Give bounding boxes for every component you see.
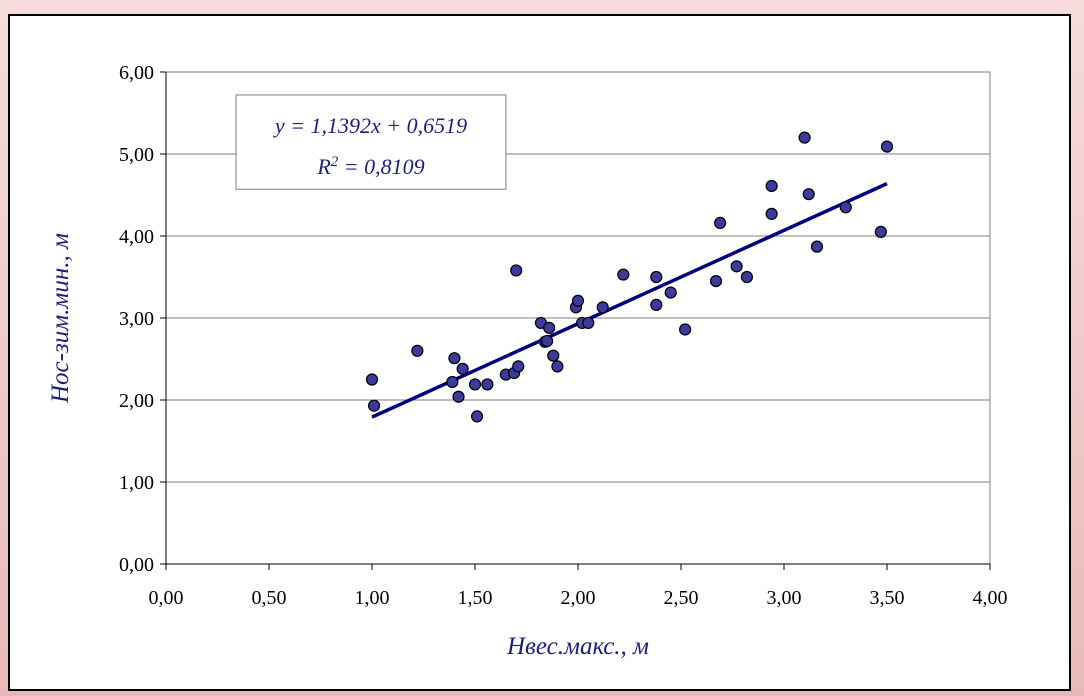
data-point <box>730 260 743 273</box>
y-tick-label: 5,00 <box>119 144 154 166</box>
data-point <box>839 201 852 214</box>
x-tick-label: 2,00 <box>561 587 596 609</box>
data-point <box>470 410 484 423</box>
r-squared-exponent: 2 <box>331 154 339 170</box>
data-point <box>446 375 459 389</box>
data-point <box>551 360 564 373</box>
x-tick-label: 4,00 <box>973 587 1008 609</box>
data-point <box>709 275 723 288</box>
data-point <box>468 378 482 391</box>
data-points <box>365 131 894 423</box>
trendline <box>371 182 888 419</box>
x-axis-title: Hвес.макс., м <box>506 633 649 660</box>
chart-frame: 0,00 0,50 1,00 1,50 2,00 2,50 3,00 3,50 4,00 0,0… <box>8 14 1071 691</box>
data-point <box>802 188 815 201</box>
data-point <box>411 344 424 357</box>
data-point <box>540 334 554 348</box>
x-tick-label: 3,50 <box>870 587 905 609</box>
data-point <box>571 294 585 307</box>
data-point <box>367 399 381 412</box>
x-tick-label: 3,00 <box>767 587 802 609</box>
data-point <box>582 316 595 330</box>
scatter-chart: 0,00 0,50 1,00 1,50 2,00 2,50 3,00 3,50 4,00 0,0… <box>47 62 1008 660</box>
axes <box>160 71 991 570</box>
data-point <box>456 362 469 375</box>
data-point <box>880 140 894 153</box>
data-point <box>510 264 523 277</box>
y-axis-title: Hос-зим.мин., м <box>47 233 74 404</box>
data-point <box>365 373 379 386</box>
regression-equation: y = 1,1392x + 0,6519 <box>273 113 467 138</box>
data-point <box>617 268 630 281</box>
data-point <box>543 321 556 334</box>
x-tick-label: 1,00 <box>355 587 390 609</box>
data-point <box>547 349 560 362</box>
data-point <box>664 286 677 299</box>
data-point <box>740 270 754 284</box>
data-point <box>596 301 609 314</box>
data-point <box>798 131 811 144</box>
data-point <box>481 378 494 391</box>
r-squared-label: R2 = 0,8109 <box>316 154 424 179</box>
data-point <box>810 240 824 253</box>
data-point <box>874 225 887 238</box>
y-tick-labels: 0,00 1,00 2,00 3,00 4,00 5,00 6,00 <box>119 62 154 576</box>
data-point <box>679 323 692 336</box>
r-squared-value: = 0,8109 <box>338 154 424 179</box>
x-tick-labels: 0,00 0,50 1,00 1,50 2,00 2,50 3,00 3,50 4,00 <box>149 587 1008 609</box>
data-point <box>650 270 663 284</box>
x-tick-label: 0,00 <box>149 587 184 609</box>
data-point <box>512 360 525 373</box>
r-squared-symbol: R <box>316 154 331 179</box>
x-tick-label: 2,50 <box>664 587 699 609</box>
y-tick-label: 0,00 <box>119 554 154 576</box>
trendline-group <box>371 182 888 419</box>
y-tick-label: 3,00 <box>119 308 154 330</box>
data-point <box>448 352 461 365</box>
y-tick-label: 4,00 <box>119 226 154 248</box>
y-tick-label: 1,00 <box>119 472 154 494</box>
data-point <box>765 179 778 193</box>
x-tick-label: 0,50 <box>252 587 287 609</box>
x-tick-label: 1,50 <box>458 587 493 609</box>
data-point <box>714 216 727 229</box>
data-point <box>452 390 465 403</box>
y-tick-label: 2,00 <box>119 390 154 412</box>
data-point <box>650 298 663 311</box>
y-tick-label: 6,00 <box>119 62 154 84</box>
equation-box <box>235 94 507 190</box>
data-point <box>765 207 778 220</box>
